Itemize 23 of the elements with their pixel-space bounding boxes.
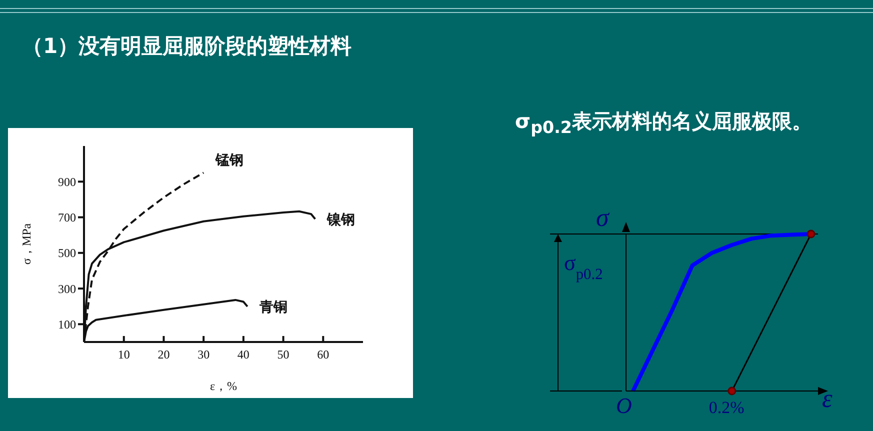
y-tick-label: 700	[58, 210, 76, 225]
chart-title: （1）没有明显屈服阶段的塑性材料	[22, 33, 352, 60]
y-tick-label: 100	[58, 317, 76, 332]
x-axis-title: ε，%	[210, 379, 238, 393]
text: 0.2%	[708, 398, 744, 417]
y-tick-label: 500	[58, 246, 76, 260]
chart-title: σ$_{p0.2}$表示材料的名义屈服极限。	[515, 108, 812, 137]
x-tick-label: 10	[118, 348, 130, 362]
x-tick-label: 60	[317, 348, 330, 362]
x-tick-label: 40	[237, 348, 250, 362]
text: σ$_{p0.2}$	[564, 250, 603, 282]
text: O	[616, 393, 632, 418]
x-tick-label: 50	[277, 348, 290, 362]
x-axis-title: ε	[822, 384, 833, 413]
series-label: 青铜	[258, 298, 288, 315]
x-tick-label: 20	[158, 348, 170, 362]
y-axis-title: σ，MPa	[19, 222, 34, 265]
y-tick-label: 300	[58, 282, 76, 296]
y-tick-label: 900	[58, 174, 76, 189]
series-label: 镍钢	[326, 211, 356, 228]
series-label: 锰钢	[214, 152, 244, 168]
y-axis-title: σ	[596, 203, 610, 232]
x-tick-label: 30	[198, 348, 210, 362]
